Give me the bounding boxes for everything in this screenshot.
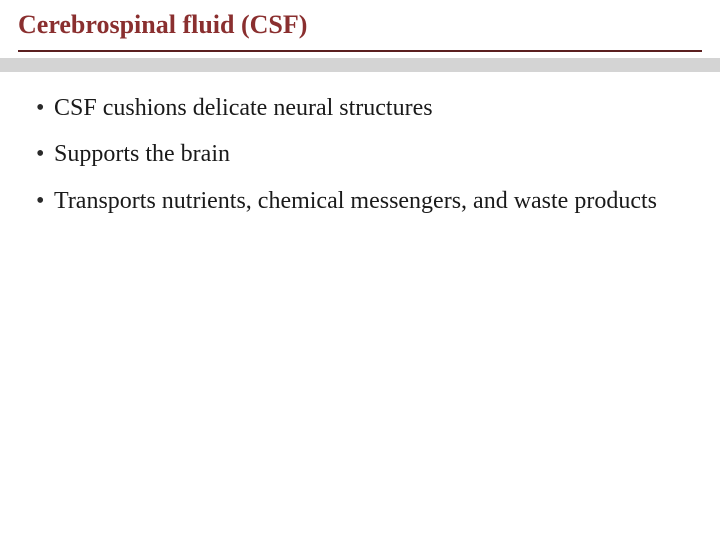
- title-underline: [18, 50, 702, 52]
- list-item: • Supports the brain: [36, 138, 684, 170]
- slide: Cerebrospinal fluid (CSF) • CSF cushions…: [0, 0, 720, 540]
- bullet-icon: •: [36, 138, 54, 170]
- bullet-icon: •: [36, 185, 54, 217]
- bullet-text: CSF cushions delicate neural structures: [54, 92, 684, 124]
- bullet-text: Transports nutrients, chemical messenger…: [54, 185, 684, 217]
- title-block: Cerebrospinal fluid (CSF): [0, 0, 720, 46]
- bullet-text: Supports the brain: [54, 138, 684, 170]
- content-area: • CSF cushions delicate neural structure…: [0, 72, 720, 217]
- list-item: • CSF cushions delicate neural structure…: [36, 92, 684, 124]
- list-item: • Transports nutrients, chemical messeng…: [36, 185, 684, 217]
- bullet-icon: •: [36, 92, 54, 124]
- slide-title: Cerebrospinal fluid (CSF): [18, 10, 702, 40]
- header-greybar: [0, 58, 720, 72]
